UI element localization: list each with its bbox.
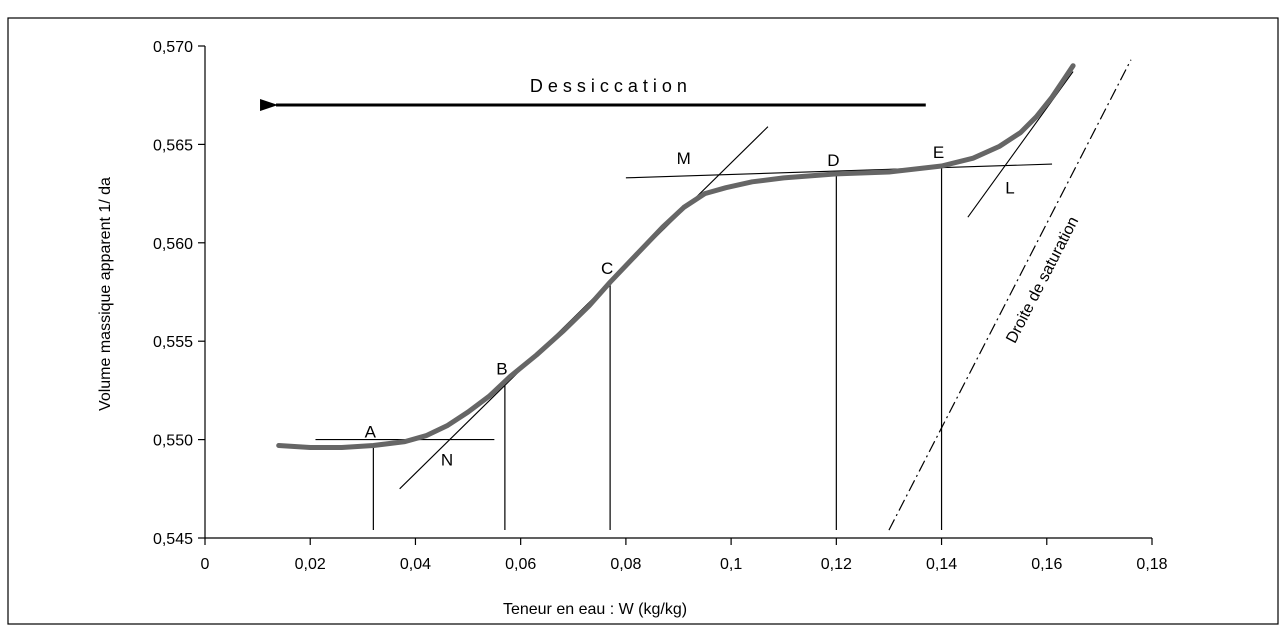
x-tick-label: 0,06 (505, 556, 536, 573)
x-tick-label: 0,16 (1031, 556, 1062, 573)
y-tick-label: 0,550 (153, 433, 193, 450)
point-label-e: E (933, 143, 944, 162)
point-label-b: B (496, 360, 507, 379)
point-label-d: D (827, 151, 839, 170)
y-tick-label: 0,570 (153, 39, 193, 56)
x-tick-label: 0 (201, 556, 210, 573)
x-tick-label: 0,12 (821, 556, 852, 573)
y-tick-label: 0,545 (153, 531, 193, 548)
point-label-n: N (441, 450, 453, 469)
chart-frame (7, 17, 1279, 625)
series-layer (276, 63, 1076, 450)
x-tick-label: 0,18 (1136, 556, 1167, 573)
y-tick-label: 0,560 (153, 236, 193, 253)
point-label-m: M (677, 149, 691, 168)
y-axis-label: Volume massique apparent 1/ da (97, 177, 114, 411)
saturation-line (888, 59, 1132, 531)
point-label-l: L (1005, 179, 1014, 198)
series-curve (276, 63, 1076, 450)
x-tick-label: 0,04 (400, 556, 431, 573)
y-tick-label: 0,555 (153, 334, 193, 351)
tangent-line (625, 163, 1053, 179)
x-tick-label: 0,1 (720, 556, 742, 573)
point-label-c: C (601, 259, 613, 278)
x-tick-label: 0,08 (610, 556, 641, 573)
y-tick-label: 0,565 (153, 137, 193, 154)
x-tick-label: 0,02 (295, 556, 326, 573)
x-axis-label: Teneur en eau : W (kg/kg) (503, 601, 687, 618)
axes: 0,545 0,550 0,555 0,560 0,565 0,570 0 0,02 0,04 0… (153, 39, 1168, 573)
dessiccation-label: Dessiccation (530, 76, 692, 96)
point-label-a: A (365, 423, 377, 442)
x-tick-label: 0,14 (926, 556, 957, 573)
